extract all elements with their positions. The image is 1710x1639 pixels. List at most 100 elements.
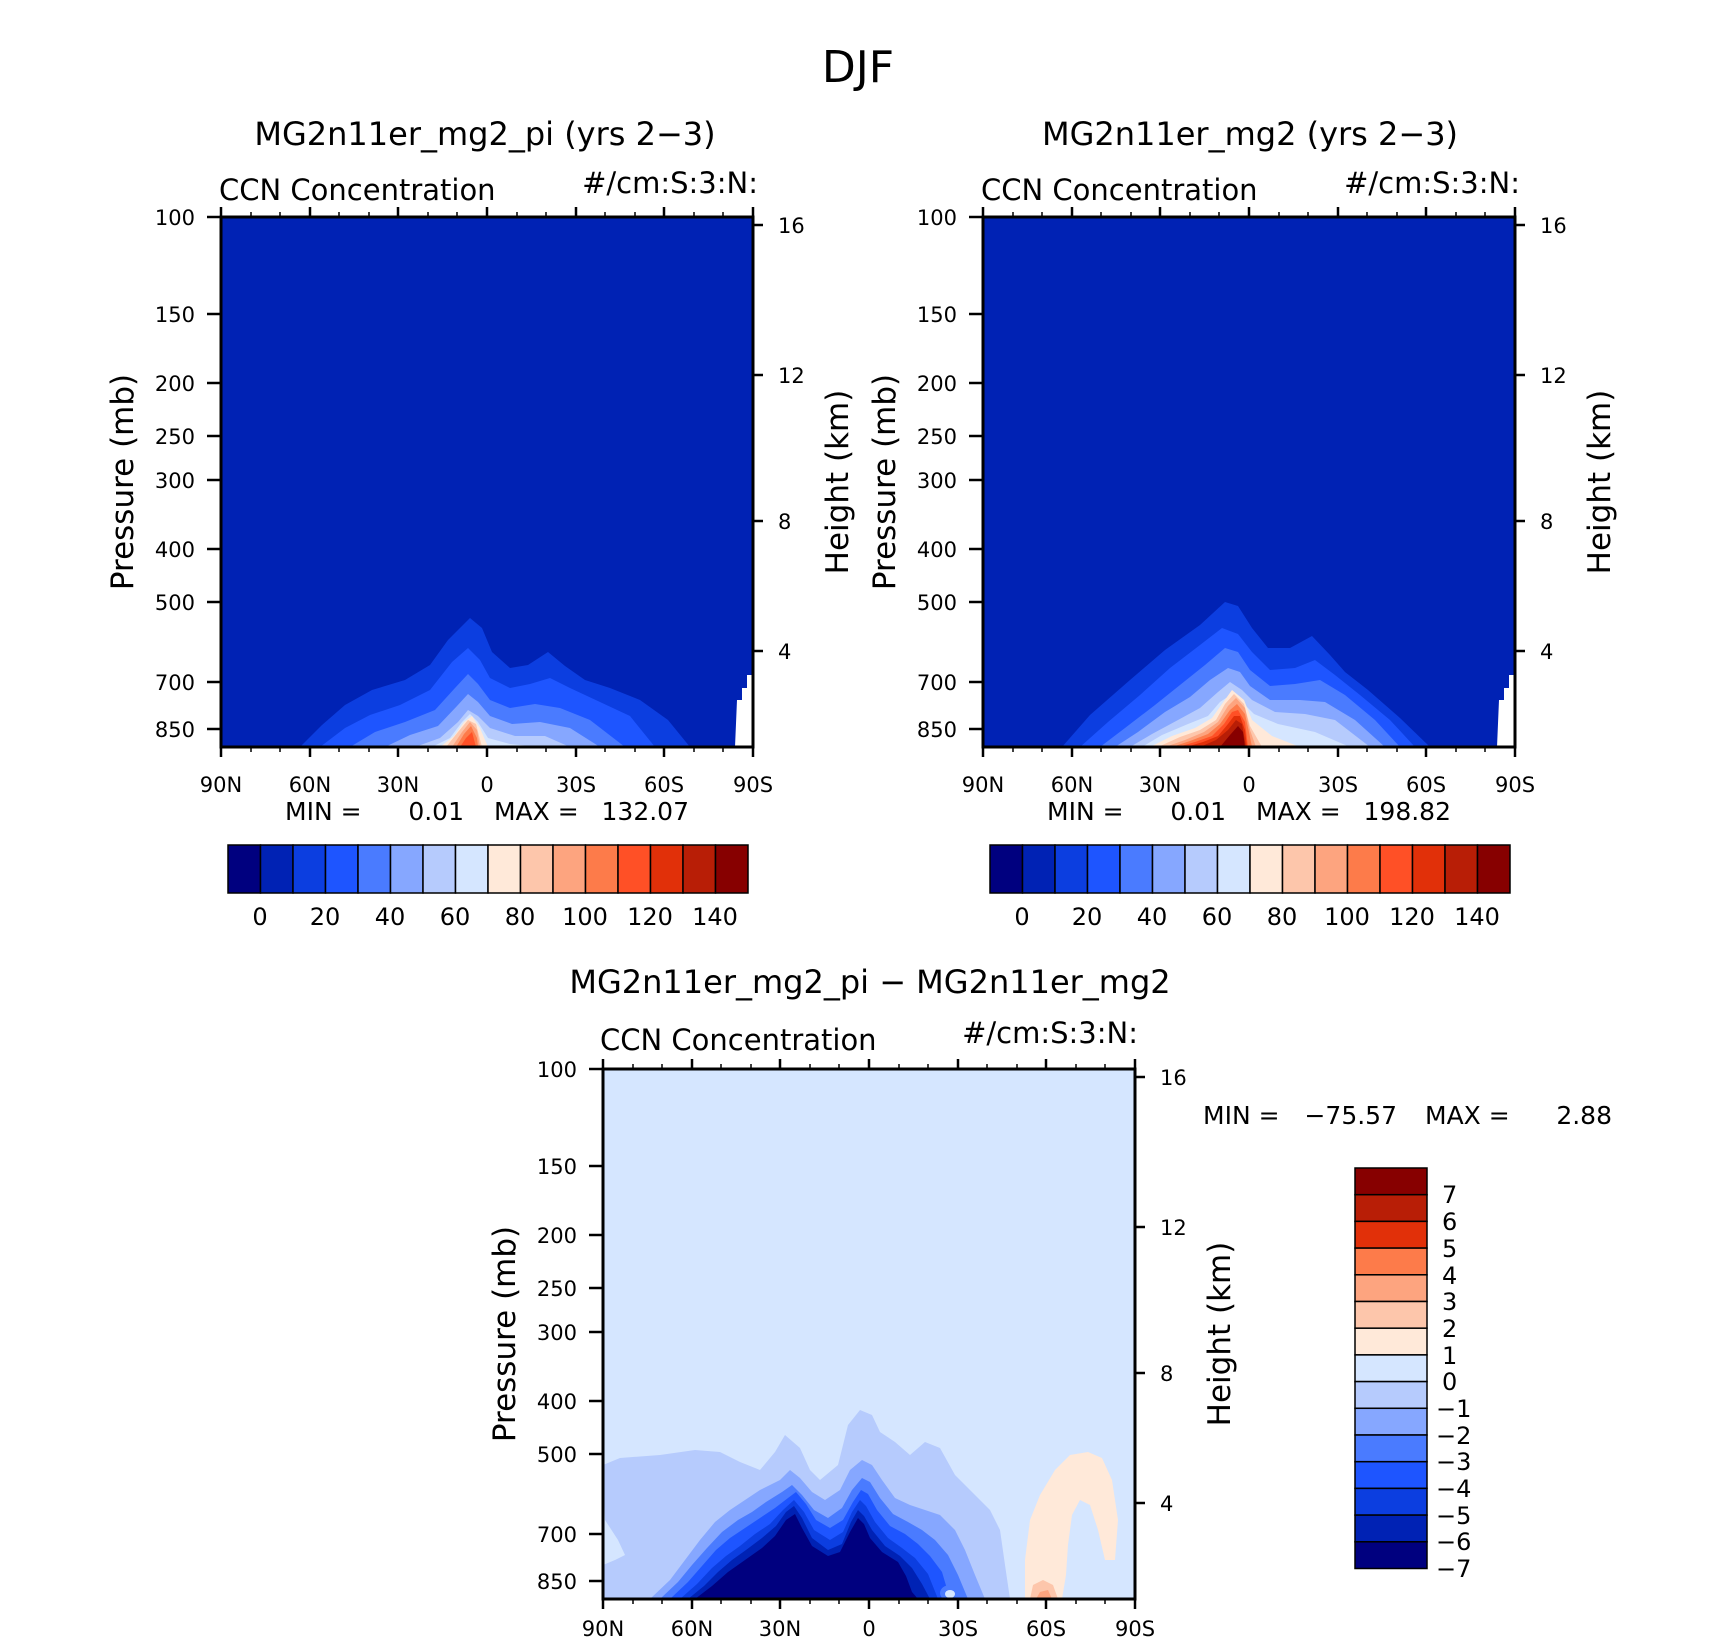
x-tick-labels: 90N 60N 30N 0 30S 60S 90S [962,773,1535,797]
x-tick-label: 30S [1318,773,1358,797]
min-label: MIN = [1047,797,1124,826]
y2-tick-label: 4 [1160,1492,1173,1516]
colorbar-tick-label: 20 [310,903,341,931]
colorbar-tick-label: 6 [1442,1208,1457,1236]
colorbar-bin [227,844,262,894]
max-label: MAX = [1256,797,1341,826]
colorbar-bin [1444,844,1479,894]
surface-mask [1497,665,1515,747]
colorbar-tick-label: 4 [1442,1262,1457,1290]
colorbar-bin [1281,844,1316,894]
x-axis-ticks [981,207,1517,757]
colorbar-tick-label: 80 [505,903,536,931]
min-value: 0.01 [1170,797,1226,826]
colorbar-bin [1184,844,1219,894]
units-label: #/cm:S:3:N: [582,166,758,200]
colorbar-tick-label: 2 [1442,1315,1457,1343]
x-axis-minor-ticks [250,212,724,752]
colorbar-bin [454,844,489,894]
colorbar: 0 20 40 60 80 100 120 140 [989,844,1511,931]
colorbar-tick-label: −5 [1436,1502,1471,1530]
contour-level-pos2 [1030,1580,1058,1599]
colorbar-bin [1354,1247,1428,1276]
colorbar-bin [1021,844,1056,894]
x-tick-label: 60S [1406,773,1446,797]
y-tick-label: 850 [917,718,957,742]
x-tick-label: 30S [938,1617,978,1639]
colorbar-bin [519,844,554,894]
colorbar-bin [1476,844,1511,894]
colorbar-bin [1354,1167,1428,1196]
y2-axis-ticks [1515,223,1525,653]
y-tick-label: 250 [917,425,957,449]
colorbar: 7 6 5 4 3 2 1 0 −1 −2 −3 −4 −5 −6 −7 [1354,1167,1471,1583]
field-label: CCN Concentration [600,1023,877,1057]
contour-level-pos1 [1025,1452,1118,1599]
x-tick-label: 0 [862,1617,875,1639]
x-tick-label: 30S [556,773,596,797]
y2-tick-label: 8 [778,510,791,534]
y-axis-label: Pressure (mb) [105,374,141,590]
colorbar-bin [1354,1327,1428,1356]
colorbar-bin [617,844,652,894]
y-tick-labels: 100 150 200 250 300 400 500 700 850 [917,206,957,742]
x-tick-label: 30N [377,773,419,797]
y2-axis-ticks [753,223,763,653]
y-tick-label: 150 [917,303,957,327]
y-tick-label: 700 [917,671,957,695]
colorbar-bin [1354,1220,1428,1249]
max-value: 132.07 [602,797,689,826]
y2-axis-label: Height (km) [820,390,856,575]
x-tick-label: 0 [480,773,493,797]
colorbar: 0 20 40 60 80 100 120 140 [227,844,749,931]
y-tick-label: 850 [155,718,195,742]
colorbar-bin [389,844,424,894]
x-axis-ticks [601,1059,1137,1609]
y2-tick-label: 8 [1160,1362,1173,1386]
max-value: 2.88 [1556,1101,1612,1130]
colorbar-tick-label: 20 [1072,903,1103,931]
units-label: #/cm:S:3:N: [1344,166,1520,200]
min-label: MIN = [1203,1101,1280,1130]
y-axis-label: Pressure (mb) [487,1226,523,1442]
colorbar-bin [1086,844,1121,894]
local-extremum [945,1590,955,1598]
colorbar-bin [1354,1434,1428,1463]
min-value: −75.57 [1304,1101,1397,1130]
contour-field [221,217,753,747]
colorbar-bin [1354,1193,1428,1223]
colorbar-tick-label: 120 [1389,903,1435,931]
colorbar-bin [1054,844,1089,894]
colorbar-bin [1249,844,1284,894]
colorbar-tick-label: 100 [562,903,608,931]
x-tick-label: 60N [1051,773,1093,797]
y-tick-label: 200 [917,372,957,396]
colorbar-bin [584,844,619,894]
colorbar-bin [1346,844,1381,894]
min-label: MIN = [285,797,362,826]
y2-tick-label: 12 [1540,364,1567,388]
field-label: CCN Concentration [981,173,1258,207]
colorbar-tick-label: −1 [1436,1395,1471,1423]
colorbar-bin [714,844,749,894]
y-axis-ticks [589,1067,603,1583]
x-tick-labels: 90N 60N 30N 0 30S 60S 90S [582,1617,1155,1639]
colorbar-tick-label: 1 [1442,1342,1457,1370]
y-axis-ticks [207,215,221,731]
colorbar-tick-label: −2 [1436,1422,1471,1450]
y-tick-label: 300 [155,469,195,493]
y2-tick-label: 8 [1540,510,1553,534]
x-tick-label: 90N [582,1617,624,1639]
colorbar-bin [1216,844,1251,894]
x-tick-label: 60N [289,773,331,797]
x-axis-minor-ticks [1012,212,1486,752]
max-value: 198.82 [1364,797,1451,826]
colorbar-tick-label: 60 [440,903,471,931]
colorbar-bin [649,844,684,894]
x-tick-label: 30N [759,1617,801,1639]
panel-title: MG2n11er_mg2 (yrs 2−3) [1042,115,1458,153]
y-tick-label: 100 [537,1058,577,1082]
min-value: 0.01 [408,797,464,826]
y-tick-label: 200 [537,1224,577,1248]
y-tick-label: 300 [537,1321,577,1345]
